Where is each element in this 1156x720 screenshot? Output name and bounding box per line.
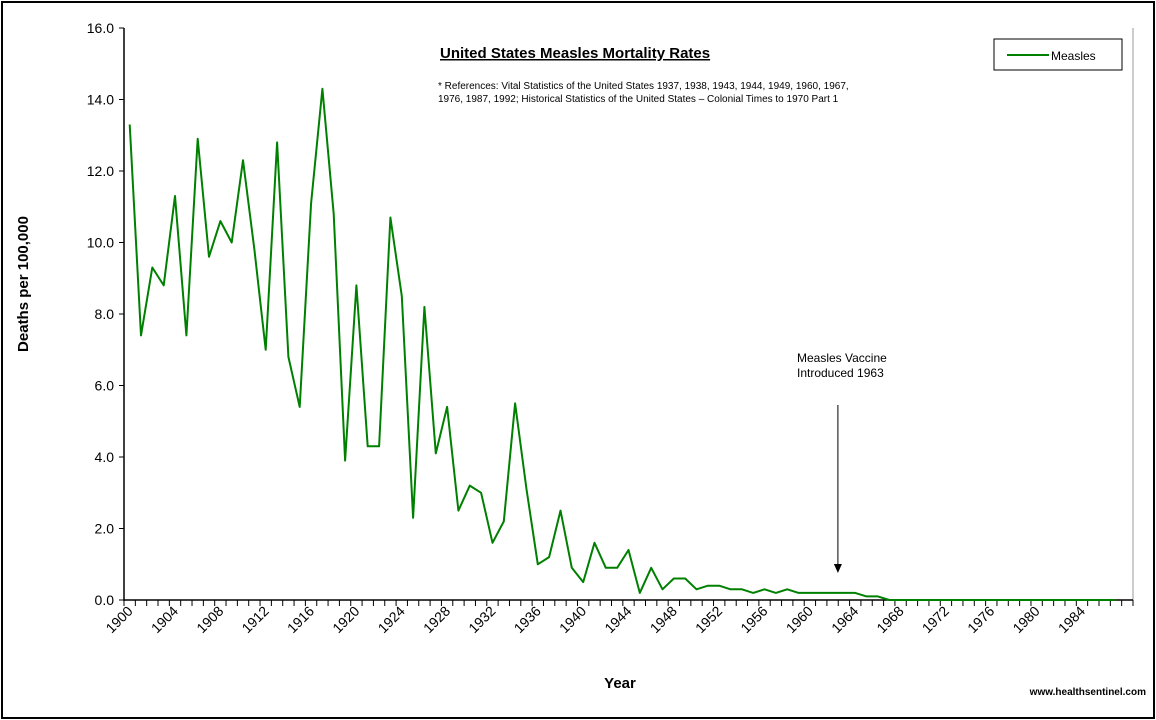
legend-label: Measles — [1051, 49, 1096, 63]
x-tick-label: 1948 — [647, 603, 680, 636]
vaccine-arrow-head — [833, 564, 842, 573]
x-tick-label: 1932 — [465, 603, 498, 636]
y-tick-label: 8.0 — [95, 306, 115, 322]
x-tick-label: 1920 — [329, 603, 362, 636]
x-tick-label: 1952 — [692, 603, 725, 636]
annotation-line-2: Introduced 1963 — [797, 366, 884, 380]
y-tick-label: 2.0 — [95, 521, 115, 537]
x-tick-label: 1980 — [1009, 603, 1042, 636]
x-tick-label: 1904 — [148, 603, 181, 636]
y-tick-label: 16.0 — [87, 20, 114, 36]
x-tick-label: 1964 — [828, 603, 861, 636]
y-axis-label: Deaths per 100,000 — [15, 216, 32, 352]
x-tick-label: 1976 — [964, 603, 997, 636]
x-tick-label: 1916 — [284, 603, 317, 636]
x-tick-label: 1944 — [601, 603, 634, 636]
x-tick-label: 1912 — [238, 603, 271, 636]
x-tick-label: 1928 — [420, 603, 453, 636]
y-tick-label: 4.0 — [95, 449, 115, 465]
legend: Measles — [993, 38, 1123, 71]
x-tick-label: 1936 — [511, 603, 544, 636]
x-tick-label: 1960 — [783, 603, 816, 636]
x-tick-label: 1956 — [737, 603, 770, 636]
references-line-1: * References: Vital Statistics of the Un… — [438, 81, 849, 92]
chart-title: United States Measles Mortality Rates — [440, 45, 710, 62]
footer-url: www.healthsentinel.com — [1029, 687, 1146, 698]
y-tick-label: 6.0 — [95, 378, 115, 394]
y-tick-label: 14.0 — [87, 92, 114, 108]
annotation-line-1: Measles Vaccine — [797, 351, 887, 365]
measles-series-line — [128, 87, 1116, 601]
x-axis-label: Year — [604, 675, 636, 692]
y-tick-label: 10.0 — [87, 235, 114, 251]
x-tick-label: 1908 — [193, 603, 226, 636]
x-tick-label: 1984 — [1055, 603, 1088, 636]
x-tick-label: 1924 — [375, 603, 408, 636]
x-tick-label: 1968 — [873, 603, 906, 636]
y-tick-label: 0.0 — [95, 592, 115, 608]
y-tick-label: 12.0 — [87, 163, 114, 179]
references-line-2: 1976, 1987, 1992; Historical Statistics … — [438, 94, 839, 105]
x-tick-label: 1972 — [919, 603, 952, 636]
x-tick-label: 1940 — [556, 603, 589, 636]
